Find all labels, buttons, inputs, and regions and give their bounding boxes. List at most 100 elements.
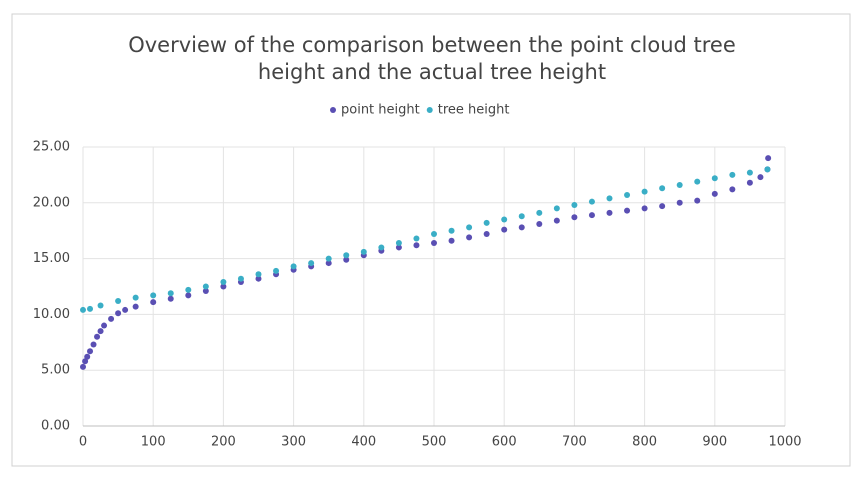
point [729,186,736,193]
point [150,292,157,299]
point [729,171,736,178]
x-tick-label: 100 [141,435,166,450]
y-tick-label: 20.00 [33,195,70,210]
chart-border [11,13,851,467]
point [606,195,613,202]
point [395,244,402,251]
point [185,286,192,293]
point [87,305,94,312]
point [202,283,209,290]
point [694,197,701,204]
point [97,328,104,335]
point [483,219,490,226]
point [115,298,122,305]
point [431,239,437,246]
point [290,263,297,270]
y-tick-label: 10.00 [33,307,70,322]
point [659,203,666,210]
point [536,209,543,216]
point [84,353,91,360]
point [641,188,648,195]
point [466,234,473,241]
x-tick-label: 200 [211,435,236,450]
point [325,255,332,262]
point [80,306,86,313]
point [624,207,631,214]
y-tick-label: 5.00 [41,363,70,378]
point [167,290,174,297]
point [501,226,508,233]
point [483,231,490,238]
point [255,275,262,282]
point [185,292,192,299]
point [757,174,764,181]
point [765,155,772,162]
point [711,190,718,197]
legend-marker [330,107,336,113]
chart-title: Overview of the comparison between the p… [128,33,736,57]
point [122,306,129,313]
point [571,202,578,209]
point [237,275,244,282]
point [80,363,86,370]
point [395,239,402,246]
point [360,248,367,255]
point [115,310,122,317]
point [518,224,525,231]
legend-label: point height [341,103,420,118]
point [746,179,753,186]
point [273,267,280,274]
x-tick-label: 1000 [768,435,801,450]
point [518,213,525,220]
y-tick-label: 15.00 [33,251,70,266]
x-tick-label: 400 [351,435,376,450]
legend-marker [426,107,433,113]
point [413,235,420,242]
point [101,322,108,329]
point [606,209,613,216]
y-tick-label: 25.00 [33,140,70,155]
point [308,260,315,267]
point [202,287,209,294]
point [571,214,578,221]
point [448,227,455,234]
point [132,303,139,310]
point [588,212,595,219]
point [82,358,89,365]
point [676,199,683,206]
point [641,205,648,212]
x-tick-label: 700 [562,435,587,450]
point [746,169,753,176]
point [220,283,227,290]
point [97,302,104,309]
point [466,224,473,231]
point [448,237,455,244]
point [501,216,508,223]
x-tick-label: 0 [79,435,87,450]
point [659,185,666,192]
y-tick-label: 0.00 [41,419,70,434]
point [413,242,420,249]
point [108,315,115,322]
point [711,175,718,182]
x-tick-label: 800 [632,435,657,450]
point [553,217,560,224]
x-tick-label: 300 [281,435,306,450]
point [150,299,157,306]
point [325,260,332,267]
point [132,294,139,301]
x-tick-label: 600 [492,435,517,450]
point [94,333,101,340]
point [588,198,595,205]
point [87,348,94,355]
point [343,252,350,259]
point [255,271,262,278]
x-tick-label: 900 [702,435,727,450]
chart-title: height and the actual tree height [258,60,606,84]
point [220,279,227,286]
point [431,231,437,238]
legend-label: tree height [438,103,510,118]
point [167,295,174,302]
point [764,166,771,173]
